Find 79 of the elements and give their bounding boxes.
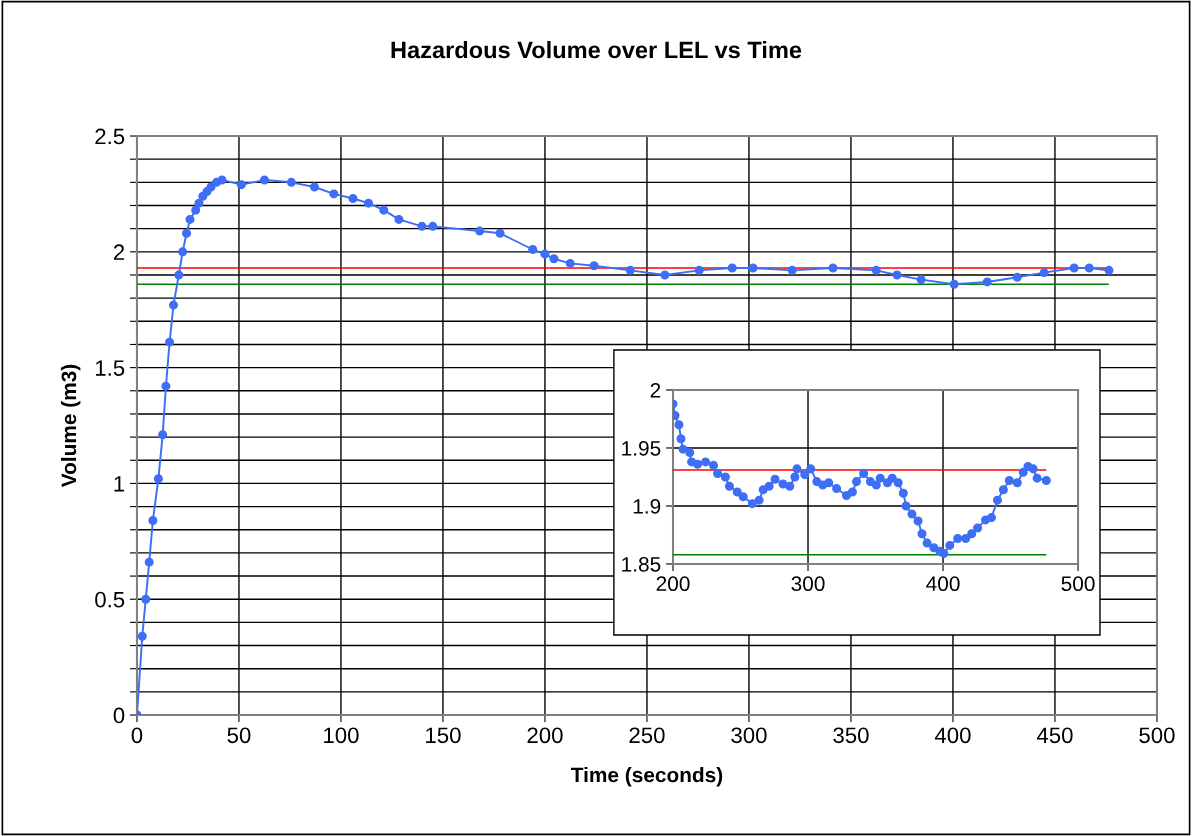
point: [148, 515, 158, 525]
point: [182, 228, 192, 238]
y-tick-label: 1.9: [633, 498, 661, 514]
point: [329, 189, 339, 199]
point: [217, 175, 227, 185]
point: [178, 247, 188, 257]
point: [348, 194, 358, 204]
point: [185, 214, 195, 224]
x-tick-label: 150: [426, 727, 461, 744]
point: [161, 381, 171, 391]
point: [153, 474, 163, 484]
point: [363, 198, 374, 208]
point: [165, 337, 175, 347]
y-tick-label: 2: [113, 244, 125, 260]
point: [495, 228, 505, 238]
point: [1069, 263, 1079, 273]
point: [194, 198, 204, 208]
x-tick-label: 300: [731, 727, 767, 744]
x-tick-label: 0: [131, 727, 143, 744]
y-tick-label: 1.95: [622, 440, 661, 456]
point: [137, 631, 147, 641]
point: [565, 258, 575, 268]
x-tick-label: 100: [324, 727, 359, 744]
point: [1039, 268, 1049, 278]
point: [660, 270, 670, 280]
point: [158, 430, 168, 440]
point: [528, 244, 538, 255]
point: [748, 263, 758, 273]
point: [727, 263, 737, 273]
point: [916, 275, 926, 285]
y-tick-label: 1.85: [622, 556, 661, 572]
point: [379, 205, 389, 215]
point: [141, 594, 151, 604]
x-tick-label: 350: [833, 727, 869, 744]
point: [589, 261, 599, 271]
point: [174, 270, 184, 280]
point: [1104, 265, 1114, 275]
x-tick-label: 500: [1061, 576, 1095, 592]
x-tick-label: 400: [934, 727, 971, 744]
x-tick-label: 500: [1139, 727, 1175, 744]
x-tick-label: 400: [926, 576, 960, 592]
point: [191, 205, 201, 215]
y-tick-label: 1.5: [95, 360, 125, 376]
point: [259, 175, 269, 185]
point: [394, 214, 404, 224]
x-tick-label: 200: [527, 727, 563, 744]
point: [236, 180, 246, 190]
y-tick-label: 2.5: [95, 128, 125, 145]
point: [475, 226, 485, 236]
point: [892, 270, 902, 280]
y-tick-label: 1: [114, 476, 125, 492]
point: [549, 254, 559, 264]
x-axis-title: Time (seconds): [570, 767, 723, 787]
x-tick-label: 200: [656, 576, 690, 592]
y-axis-title: Volume (m3): [60, 364, 81, 488]
x-tick-label: 50: [227, 727, 251, 744]
y-tick-label: 0: [113, 707, 125, 724]
point: [286, 177, 296, 187]
point: [828, 263, 838, 273]
x-tick-label: 450: [1036, 727, 1073, 744]
point: [417, 221, 427, 231]
point: [168, 300, 178, 310]
y-tick-label: 2: [650, 383, 661, 398]
point: [540, 249, 550, 259]
point: [309, 182, 319, 192]
point: [949, 279, 959, 289]
y-tick-label: 0.5: [95, 591, 125, 608]
point: [1012, 272, 1022, 282]
x-tick-label: 250: [629, 727, 665, 744]
point: [787, 265, 797, 275]
chart-title: Hazardous Volume over LEL vs Time: [391, 41, 802, 59]
point: [144, 557, 154, 567]
point: [871, 265, 881, 275]
point: [1084, 263, 1094, 273]
point: [694, 265, 704, 275]
point: [428, 221, 438, 231]
point: [982, 277, 992, 287]
x-tick-label: 300: [791, 576, 825, 592]
point: [625, 265, 635, 275]
